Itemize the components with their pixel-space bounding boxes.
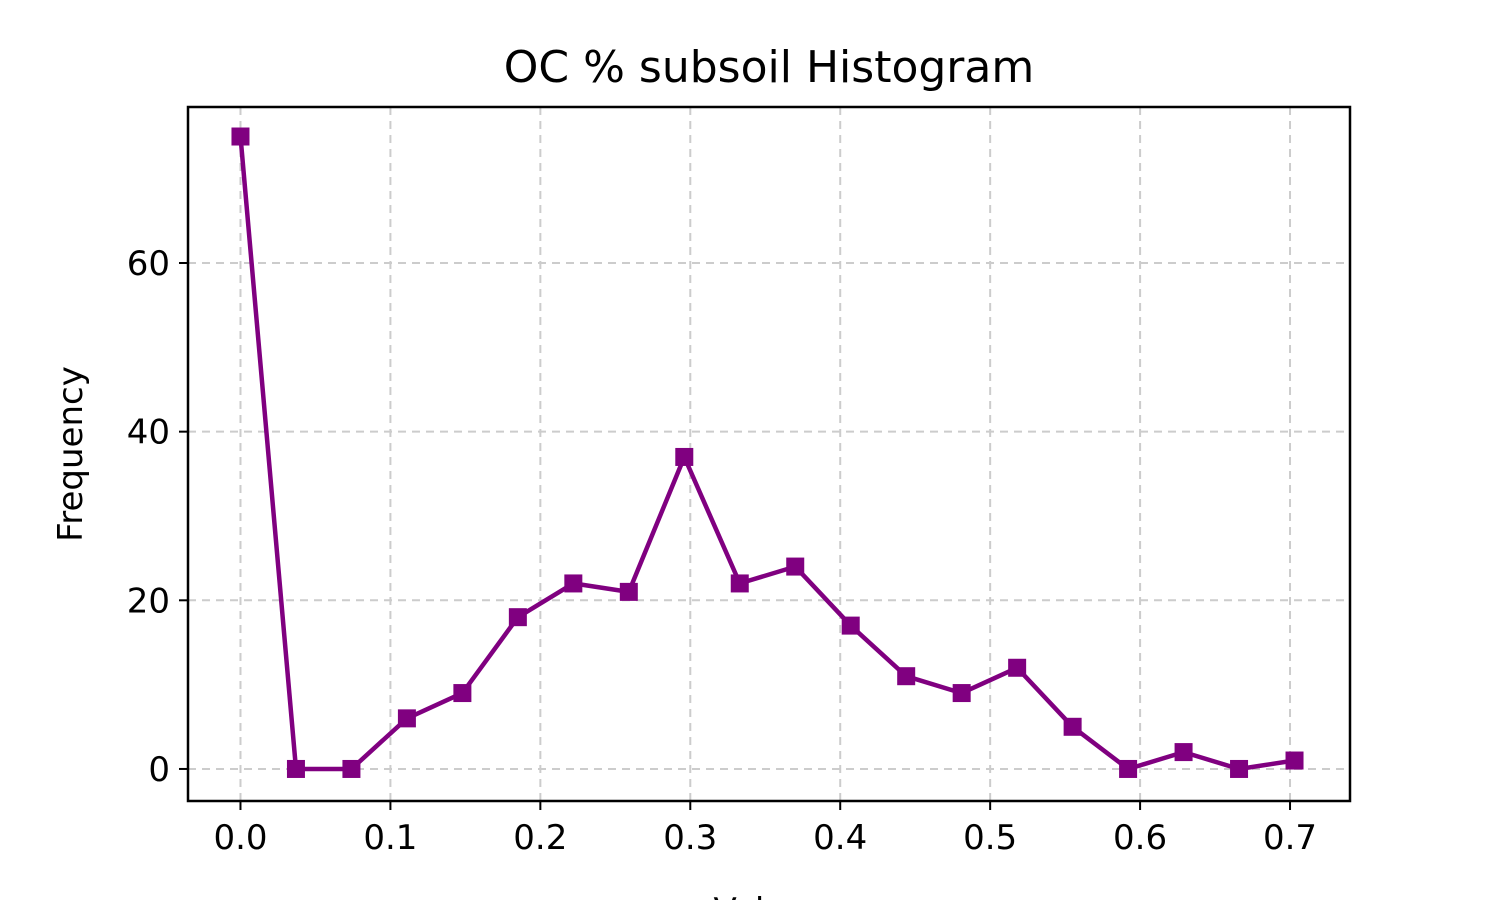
x-tick-label: 0.2 bbox=[513, 818, 567, 858]
series-layer bbox=[231, 127, 1304, 778]
grid bbox=[188, 107, 1350, 801]
data-point bbox=[1008, 658, 1027, 677]
data-point bbox=[508, 608, 527, 627]
data-point bbox=[342, 759, 361, 778]
data-point bbox=[675, 447, 694, 466]
x-tick-label: 0.6 bbox=[1113, 818, 1167, 858]
y-tick-label: 40 bbox=[127, 413, 170, 453]
data-point bbox=[841, 616, 860, 635]
data-point bbox=[397, 709, 416, 728]
y-axis-label: Frequency bbox=[51, 366, 91, 542]
data-point bbox=[786, 557, 805, 576]
data-point bbox=[1230, 759, 1249, 778]
x-tick-label: 0.5 bbox=[963, 818, 1017, 858]
data-point bbox=[952, 684, 971, 703]
data-point bbox=[1119, 759, 1138, 778]
data-point bbox=[619, 582, 638, 601]
y-tick-label: 0 bbox=[148, 750, 170, 790]
x-tick-label: 0.4 bbox=[813, 818, 867, 858]
data-point bbox=[897, 667, 916, 686]
x-tick-label: 0.1 bbox=[363, 818, 417, 858]
data-point bbox=[730, 574, 749, 593]
plot-area-frame bbox=[186, 105, 1352, 803]
x-tick-label: 0.3 bbox=[663, 818, 717, 858]
x-tick-label: 0.0 bbox=[213, 818, 267, 858]
data-point bbox=[1063, 717, 1082, 736]
series-line bbox=[238, 136, 1295, 772]
y-tick-label: 20 bbox=[127, 581, 170, 621]
y-tick-label: 60 bbox=[127, 244, 170, 284]
chart-title: OC % subsoil Histogram bbox=[504, 42, 1034, 93]
data-point bbox=[1285, 751, 1304, 770]
axis-ticks: 0.0 0.1 0.2 0.3 0.4 0.5 0.6 0.7 0 20 40 60 bbox=[127, 244, 1317, 858]
data-point bbox=[564, 574, 583, 593]
data-point bbox=[453, 684, 472, 703]
data-point bbox=[231, 127, 250, 146]
data-point bbox=[286, 759, 305, 778]
x-axis-label: Values bbox=[713, 891, 824, 900]
data-point bbox=[1174, 743, 1193, 762]
x-tick-label: 0.7 bbox=[1263, 818, 1317, 858]
